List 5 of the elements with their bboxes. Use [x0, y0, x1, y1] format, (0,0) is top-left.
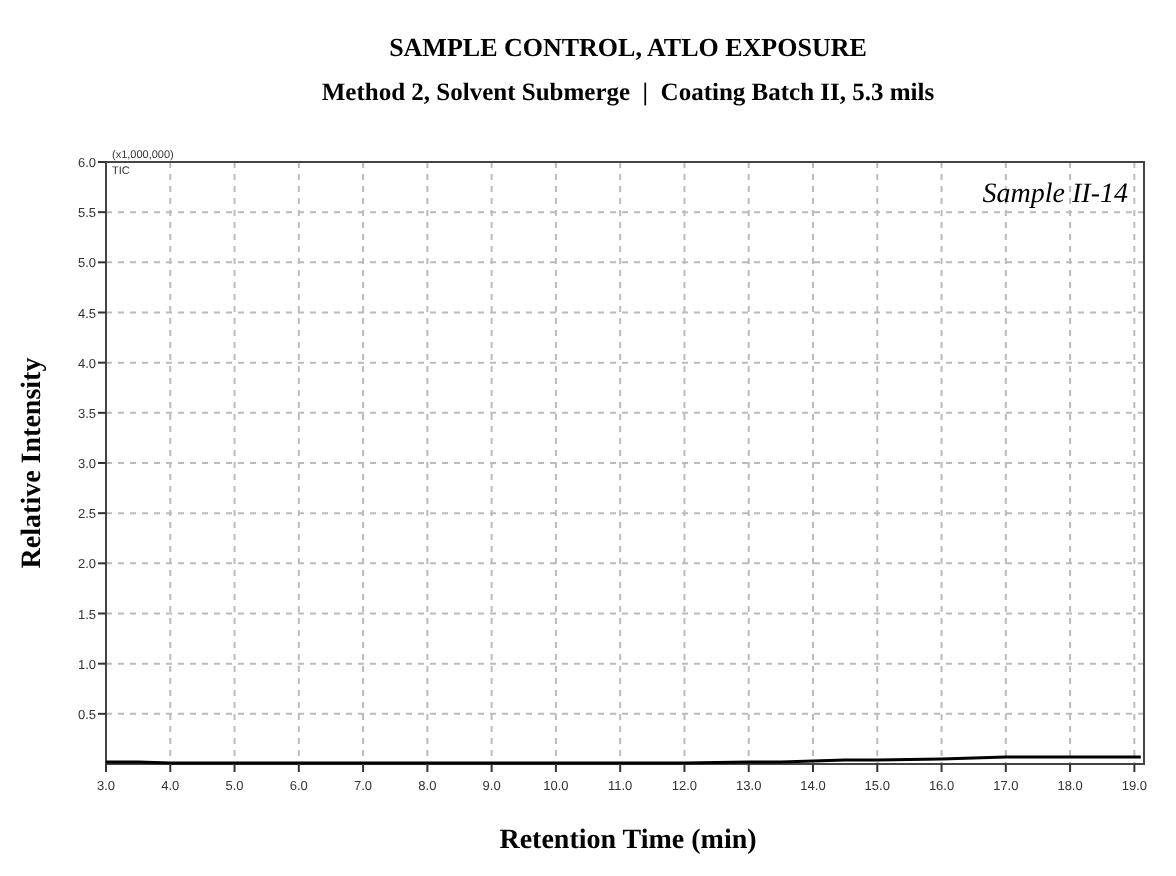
annotation: Sample II-14	[982, 180, 1128, 210]
x-axis-title: Retention Time (min)	[499, 826, 758, 856]
chart-subtitle: Method 2, Solvent Submerge | Coating Batch II, 5.3 mils	[321, 78, 935, 106]
y-axis-title: Relative Intensity	[18, 357, 48, 569]
chart-title: SAMPLE CONTROL, ATLO EXPOSURE	[389, 32, 867, 62]
